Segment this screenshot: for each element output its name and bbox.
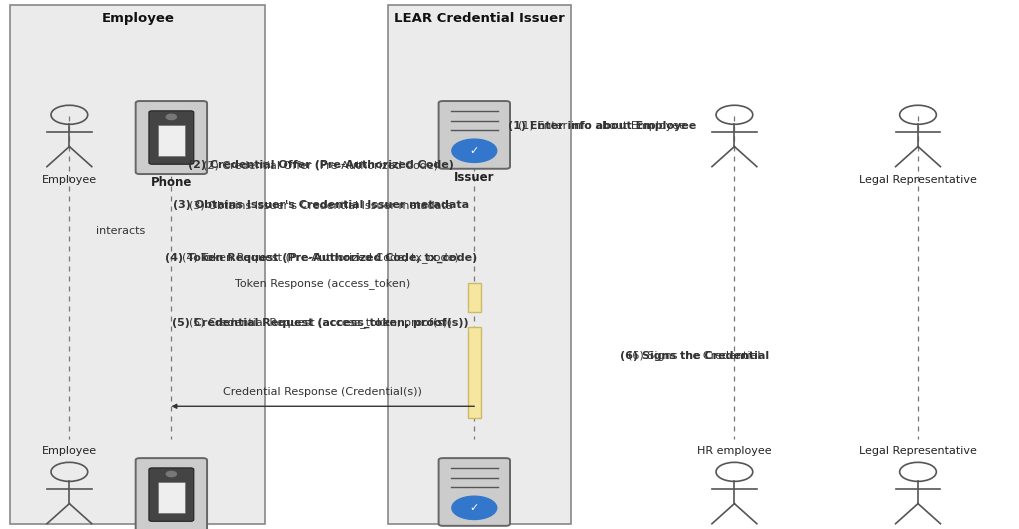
Text: (1) Enter info about Employee: (1) Enter info about Employee [507, 121, 696, 131]
Text: Issuer: Issuer [453, 171, 494, 184]
Text: Employee: Employee [101, 12, 174, 25]
Bar [468, 327, 481, 418]
Text: ✓: ✓ [469, 503, 479, 513]
Text: (1) Enter info about Employee: (1) Enter info about Employee [518, 121, 686, 131]
Text: (5) Credential Request (access_token, proof(s)): (5) Credential Request (access_token, pr… [172, 318, 469, 328]
Text: (4) Token Request (Pre-Authorized Code, tx_code): (4) Token Request (Pre-Authorized Code, … [182, 252, 459, 263]
Text: (6) Signs the Credential: (6) Signs the Credential [619, 351, 768, 361]
Text: (5) Credential Request (access_token, proof(s)): (5) Credential Request (access_token, pr… [190, 317, 451, 328]
Text: (2) Credential Offer (Pre-Authorized Code): (2) Credential Offer (Pre-Authorized Cod… [187, 160, 453, 170]
Text: ✓: ✓ [469, 146, 479, 156]
Text: Employee: Employee [42, 446, 97, 456]
Bar [468, 283, 481, 312]
FancyBboxPatch shape [136, 458, 207, 529]
Text: LEAR Credential Issuer: LEAR Credential Issuer [393, 12, 565, 25]
Text: (3) Obtains Issuer's Credential Issuer metadata: (3) Obtains Issuer's Credential Issuer m… [172, 200, 469, 210]
Text: (4) Token Request (Pre-Authorized Code, tx_code): (4) Token Request (Pre-Authorized Code, … [164, 253, 477, 263]
Bar [10, 5, 265, 524]
FancyBboxPatch shape [438, 458, 510, 526]
FancyBboxPatch shape [149, 111, 194, 164]
Text: (2) Credential Offer (Pre-Authorized Code): (2) Credential Offer (Pre-Authorized Cod… [203, 160, 438, 170]
Circle shape [451, 496, 496, 519]
Text: HR employee: HR employee [696, 446, 771, 456]
Bar [387, 5, 571, 524]
FancyBboxPatch shape [136, 101, 207, 174]
Text: Legal Representative: Legal Representative [858, 175, 976, 185]
Text: (3) Obtains Issuer's Credential Issuer metadata: (3) Obtains Issuer's Credential Issuer m… [189, 200, 452, 210]
FancyBboxPatch shape [149, 468, 194, 521]
Text: Token Response (access_token): Token Response (access_token) [235, 278, 410, 289]
Text: (6) Signs the Credential: (6) Signs the Credential [628, 351, 759, 361]
FancyBboxPatch shape [438, 101, 510, 169]
Text: Employee: Employee [42, 175, 97, 185]
Text: (3) Obtains Issuer's Credential Issuer metadata: (3) Obtains Issuer's Credential Issuer m… [189, 200, 452, 210]
Circle shape [166, 471, 176, 477]
Text: (4) Token Request (Pre-Authorized Code, tx_code): (4) Token Request (Pre-Authorized Code, … [182, 252, 459, 263]
Circle shape [451, 139, 496, 162]
Text: (6) Signs the Credential: (6) Signs the Credential [628, 351, 759, 361]
Text: Legal Representative: Legal Representative [858, 446, 976, 456]
Text: Phone: Phone [151, 176, 192, 189]
Text: interacts: interacts [96, 226, 145, 236]
Circle shape [166, 114, 176, 120]
Bar [158, 125, 184, 156]
Text: Credential Response (Credential(s)): Credential Response (Credential(s)) [223, 387, 422, 397]
Text: Issuer: Issuer [453, 528, 494, 529]
Bar [158, 482, 184, 513]
